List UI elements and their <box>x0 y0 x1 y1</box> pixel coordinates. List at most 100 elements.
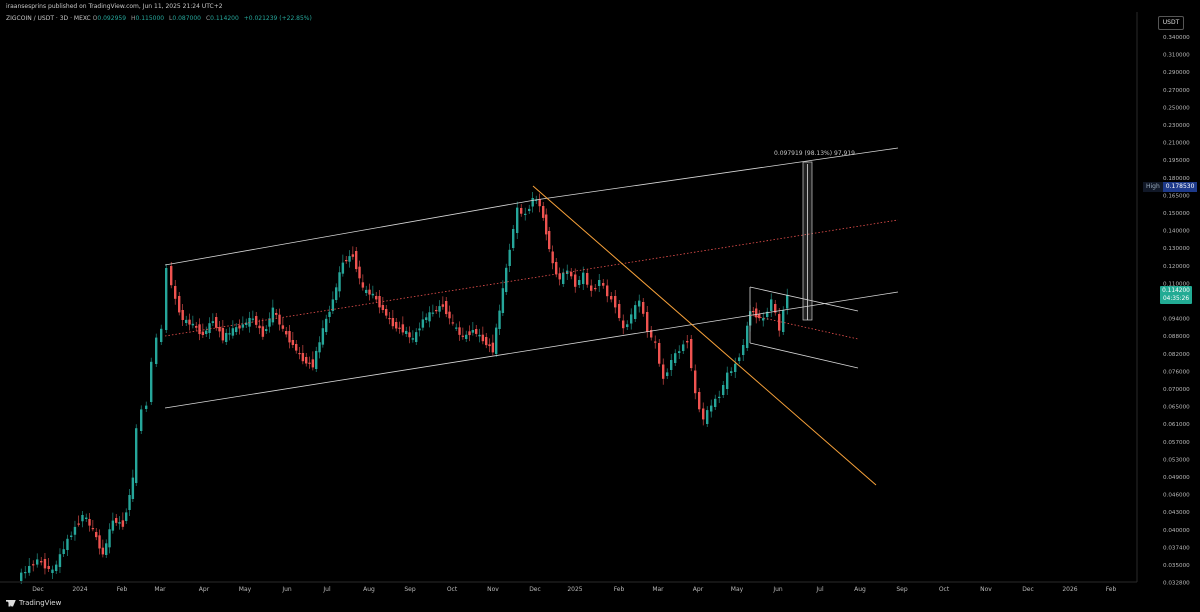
candle-body <box>421 319 425 328</box>
high-value: 0.115000 <box>135 15 165 22</box>
price-axis[interactable]: 0.340000 0.310000 0.290000 0.270000 0.250000… <box>1163 35 1190 587</box>
channel-midline[interactable] <box>164 219 899 337</box>
tradingview-logo-icon <box>6 599 16 607</box>
candle-body <box>461 335 465 337</box>
candle-body <box>465 334 468 339</box>
descending-trendline[interactable] <box>532 185 877 486</box>
candle-body <box>255 316 258 325</box>
candle-body <box>205 330 208 334</box>
price-tick-label: 0.049000 <box>1163 475 1190 481</box>
candle-body <box>341 262 345 274</box>
candle-body <box>20 572 23 581</box>
time-tick-label: Nov <box>980 586 992 593</box>
symbol-name[interactable]: ZIGCOIN / USDT · 3D · MEXC <box>6 15 91 22</box>
change-value: +0.021239 (+22.85%) <box>243 15 312 22</box>
time-tick-label: Feb <box>1106 586 1117 593</box>
candle-body <box>195 326 198 328</box>
currency-button[interactable]: USDT <box>1158 16 1184 30</box>
candle-body <box>178 296 181 313</box>
candle-body <box>66 538 69 550</box>
candle-body <box>698 392 701 410</box>
time-tick-label: Aug <box>363 586 375 593</box>
candle-body <box>81 515 84 522</box>
price-tick-label: 0.165000 <box>1163 193 1190 199</box>
time-tick-label: Mar <box>652 586 664 593</box>
last-price-tag: 0.114200 04:35:26 <box>1160 286 1192 304</box>
candle-body <box>395 322 398 329</box>
candle-body <box>714 398 717 407</box>
candle-body <box>562 272 565 284</box>
channel-lower-line[interactable] <box>164 291 899 409</box>
channel-upper-line[interactable] <box>164 199 536 266</box>
candle-body <box>221 328 225 341</box>
time-tick-label: Oct <box>939 586 950 593</box>
candle-body <box>702 408 705 420</box>
candle-body <box>351 254 355 257</box>
candle-body <box>181 310 184 320</box>
candle-body <box>594 288 597 290</box>
price-tick-label: 0.120000 <box>1163 264 1190 270</box>
candle-body <box>131 477 135 499</box>
candle-body <box>662 364 665 379</box>
candle-body <box>115 518 118 523</box>
candle-body <box>398 327 401 329</box>
candle-body <box>782 310 785 332</box>
candle-body <box>722 385 725 395</box>
candle-body <box>258 325 261 329</box>
price-tick-label: 0.210000 <box>1163 141 1190 147</box>
footer-brand[interactable]: TradingView <box>6 599 61 607</box>
candle-body <box>208 323 211 333</box>
candle-body <box>491 342 495 353</box>
candle-body <box>734 363 737 372</box>
high-tag-value: 0.178530 <box>1162 182 1198 192</box>
flag-midline[interactable] <box>749 314 859 340</box>
candle-body <box>47 566 50 569</box>
last-price: 0.114200 <box>1162 288 1190 294</box>
candle-body <box>368 289 371 295</box>
candle-body <box>365 289 368 293</box>
candle-body <box>105 543 108 555</box>
channel-upper-extension[interactable] <box>534 147 899 201</box>
candle-body <box>501 288 505 313</box>
candle-body <box>185 319 188 323</box>
time-tick-label: Dec <box>32 586 44 593</box>
candle-body <box>418 328 421 331</box>
price-tick-label: 0.076000 <box>1163 369 1190 375</box>
candle-body <box>682 344 685 351</box>
candle-body <box>535 199 538 201</box>
candle-body <box>538 199 541 207</box>
candle-body <box>331 299 335 311</box>
candle-body <box>28 566 31 573</box>
candle-body <box>542 206 545 218</box>
candle-body <box>321 328 325 345</box>
candle-body <box>215 317 218 328</box>
price-tick-label: 0.340000 <box>1163 35 1190 41</box>
time-tick-label: Apr <box>199 586 210 593</box>
candle-body <box>598 280 601 286</box>
open-label: O <box>92 15 98 22</box>
candle-body <box>524 213 527 215</box>
candle-body <box>441 304 445 307</box>
candle-body <box>610 296 613 300</box>
time-tick-label: Nov <box>487 586 499 593</box>
low-label: L <box>169 15 173 22</box>
candle-body <box>62 549 65 554</box>
brand-name: TradingView <box>19 599 62 607</box>
candle-body <box>121 520 125 527</box>
flag-upper-line[interactable] <box>749 286 859 312</box>
time-axis[interactable]: Dec 2024 Feb Mar Apr May Jun Jul Aug Sep Oct Nov Dec… <box>32 586 1116 593</box>
candle-body <box>408 332 411 338</box>
candle-body <box>371 293 375 296</box>
candle-body <box>288 331 291 343</box>
candle-body <box>766 311 769 317</box>
candlestick-series <box>20 192 789 584</box>
candle-body <box>468 331 471 336</box>
flag-lower-line[interactable] <box>749 342 859 369</box>
price-tick-label: 0.310000 <box>1163 53 1190 59</box>
candle-body <box>485 337 488 346</box>
candle-body <box>654 341 657 343</box>
price-tick-label: 0.057000 <box>1163 440 1190 446</box>
candle-body <box>558 273 561 280</box>
candle-body <box>670 360 673 370</box>
